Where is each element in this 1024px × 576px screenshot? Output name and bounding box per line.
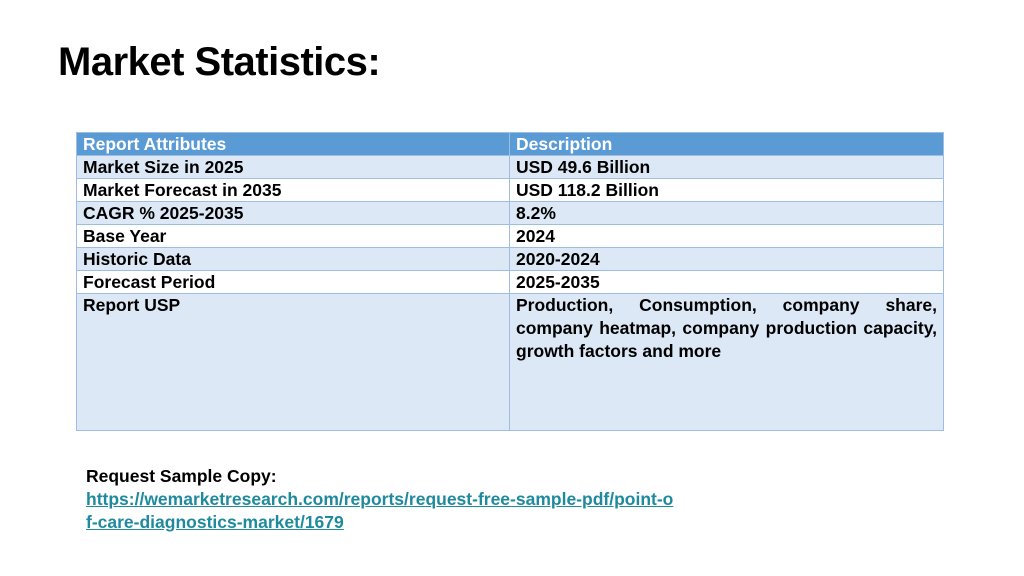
description-cell: 8.2% bbox=[509, 201, 944, 225]
table-row: Forecast Period 2025-2035 bbox=[76, 270, 944, 294]
description-cell: USD 118.2 Billion bbox=[509, 178, 944, 202]
attribute-cell: Forecast Period bbox=[76, 270, 510, 294]
attribute-cell: Report USP bbox=[76, 293, 510, 431]
column-header-description: Description bbox=[509, 132, 944, 156]
request-sample-link[interactable]: https://wemarketresearch.com/reports/req… bbox=[86, 489, 674, 532]
request-sample-label: Request Sample Copy: bbox=[86, 466, 277, 486]
description-cell: Production, Consumption, company share, … bbox=[509, 293, 944, 431]
description-cell: USD 49.6 Billion bbox=[509, 155, 944, 179]
page-title: Market Statistics: bbox=[58, 40, 381, 84]
attribute-cell: CAGR % 2025-2035 bbox=[76, 201, 510, 225]
description-cell: 2024 bbox=[509, 224, 944, 248]
table-row: Market Size in 2025 USD 49.6 Billion bbox=[76, 155, 944, 179]
description-cell: 2020-2024 bbox=[509, 247, 944, 271]
description-cell: 2025-2035 bbox=[509, 270, 944, 294]
column-header-attributes: Report Attributes bbox=[76, 132, 510, 156]
attribute-cell: Base Year bbox=[76, 224, 510, 248]
attribute-cell: Market Forecast in 2035 bbox=[76, 178, 510, 202]
attribute-cell: Market Size in 2025 bbox=[76, 155, 510, 179]
request-sample-section: Request Sample Copy: https://wemarketres… bbox=[86, 464, 786, 534]
table-header-row: Report Attributes Description bbox=[76, 132, 944, 156]
table-row: CAGR % 2025-2035 8.2% bbox=[76, 201, 944, 225]
table-row: Historic Data 2020-2024 bbox=[76, 247, 944, 271]
market-statistics-table: Report Attributes Description Market Siz… bbox=[76, 132, 944, 431]
table-row: Report USP Production, Consumption, comp… bbox=[76, 293, 944, 431]
attribute-cell: Historic Data bbox=[76, 247, 510, 271]
table-row: Market Forecast in 2035 USD 118.2 Billio… bbox=[76, 178, 944, 202]
table-row: Base Year 2024 bbox=[76, 224, 944, 248]
